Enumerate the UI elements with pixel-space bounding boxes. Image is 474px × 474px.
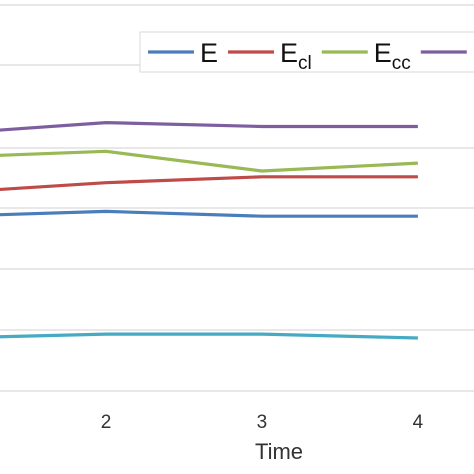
x-tick-label: 4 <box>413 412 424 433</box>
series-line <box>0 149 418 173</box>
x-axis-title: Time <box>255 439 303 464</box>
x-tick-labels: 2 3 4 <box>101 412 424 433</box>
x-tick-label: 2 <box>101 412 112 433</box>
x-tick-label: 3 <box>257 412 268 433</box>
legend-label: E <box>200 38 218 68</box>
gridlines <box>0 4 474 392</box>
series-line <box>0 175 418 192</box>
series-line <box>0 121 418 132</box>
series-line <box>0 332 418 340</box>
series-lines <box>0 121 418 340</box>
legend: E Ecl Ecc <box>139 31 474 74</box>
series-line <box>0 209 418 218</box>
legend-box <box>139 31 474 73</box>
